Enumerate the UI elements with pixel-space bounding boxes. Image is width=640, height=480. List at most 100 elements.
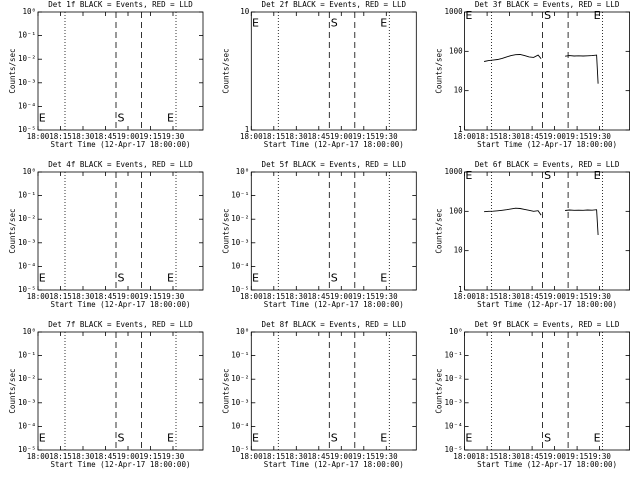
x-tick-label: 19:00 (117, 452, 140, 461)
y-axis-label: Counts/sec (435, 368, 444, 413)
y-tick-label: 10⁰ (449, 327, 463, 336)
annotation: E (465, 9, 472, 22)
panel-title: Det 3f BLACK = Events, RED = LLD (475, 0, 620, 9)
x-tick-label: 18:00 (240, 452, 263, 461)
y-tick-label: 10⁻² (18, 214, 36, 223)
y-tick-label: 10⁻⁴ (231, 261, 249, 270)
x-tick-label: 18:00 (27, 452, 50, 461)
y-axis-label: Counts/sec (221, 368, 230, 413)
x-tick-label: 19:00 (330, 452, 353, 461)
x-tick-label: 19:30 (375, 132, 398, 141)
x-tick-label: 18:45 (308, 132, 331, 141)
y-axis-label: Counts/sec (435, 208, 444, 253)
x-tick-label: 19:30 (588, 292, 611, 301)
y-tick-label: 1000 (445, 167, 464, 176)
y-tick-label: 10⁻⁴ (18, 101, 36, 110)
x-tick-label: 18:15 (476, 132, 499, 141)
y-tick-label: 10⁻¹ (231, 191, 249, 200)
plot-frame (250, 171, 417, 291)
panel: Det 5f BLACK = Events, RED = LLD 18:00 18:… (221, 160, 417, 309)
panel-title: Det 4f BLACK = Events, RED = LLD (48, 160, 193, 169)
x-tick-label: 19:00 (330, 292, 353, 301)
y-axis-label: Counts/sec (221, 208, 230, 253)
x-tick-label: 18:00 (453, 452, 476, 461)
x-tick-label: 18:45 (94, 292, 117, 301)
y-tick-label: 10⁰ (22, 327, 36, 336)
x-tick-label: 18:45 (308, 452, 331, 461)
x-tick-label: 19:15 (353, 292, 376, 301)
y-tick-label: 10⁻⁵ (18, 125, 36, 134)
y-tick-label: 10⁻⁵ (18, 445, 36, 454)
annotation: E (465, 169, 472, 182)
x-axis-label: Start Time (12-Apr-17 18:00:00) (51, 460, 191, 469)
series-line (484, 207, 599, 236)
x-axis-label: Start Time (12-Apr-17 18:00:00) (264, 460, 404, 469)
y-tick-label: 10⁰ (236, 167, 250, 176)
annotation: E (39, 272, 46, 285)
annotation: E (252, 432, 259, 445)
y-tick-label: 10⁻³ (18, 78, 36, 87)
y-tick-label: 10⁻² (231, 374, 249, 383)
y-tick-label: 10⁰ (236, 327, 250, 336)
y-tick-label: 10⁻¹ (18, 351, 36, 360)
x-tick-label: 18:30 (498, 132, 521, 141)
y-tick-label: 1000 (445, 7, 464, 16)
y-tick-label: 10⁰ (22, 167, 36, 176)
x-tick-label: 19:15 (139, 132, 162, 141)
x-tick-label: 18:15 (263, 292, 286, 301)
y-tick-label: 10⁻³ (18, 238, 36, 247)
x-tick-label: 19:30 (162, 292, 185, 301)
y-tick-label: 10⁻³ (231, 398, 249, 407)
y-axis-label: Counts/sec (435, 48, 444, 93)
annotation: S (544, 169, 551, 182)
plot-frame (250, 11, 417, 131)
x-tick-label: 18:15 (476, 292, 499, 301)
x-tick-label: 19:00 (330, 132, 353, 141)
panel-title: Det 2f BLACK = Events, RED = LLD (262, 0, 407, 9)
annotation: S (544, 432, 551, 445)
annotation: E (39, 112, 46, 125)
x-tick-label: 18:00 (240, 292, 263, 301)
x-tick-label: 18:30 (498, 452, 521, 461)
plot-frame (464, 11, 631, 131)
y-axis-label: Counts/sec (8, 48, 17, 93)
annotation: E (252, 272, 259, 285)
y-tick-label: 10⁻³ (445, 398, 463, 407)
x-tick-label: 19:15 (139, 292, 162, 301)
y-tick-label: 10⁻⁵ (445, 445, 463, 454)
x-tick-label: 18:15 (49, 452, 72, 461)
y-tick-label: 100 (449, 206, 463, 215)
x-tick-label: 19:30 (375, 452, 398, 461)
x-axis-label: Start Time (12-Apr-17 18:00:00) (477, 460, 617, 469)
plot-frame (37, 11, 204, 131)
x-tick-label: 18:30 (498, 292, 521, 301)
x-tick-label: 18:30 (285, 132, 308, 141)
y-axis-label: Counts/sec (221, 48, 230, 93)
annotation: E (167, 112, 174, 125)
plot-frame (464, 331, 631, 451)
y-tick-label: 10⁻¹ (18, 191, 36, 200)
panel-title: Det 8f BLACK = Events, RED = LLD (262, 320, 407, 329)
annotation: E (594, 9, 601, 22)
annotation: S (331, 272, 338, 285)
y-tick-label: 10⁻⁵ (18, 285, 36, 294)
y-tick-label: 10⁻⁴ (231, 421, 249, 430)
panel-title: Det 5f BLACK = Events, RED = LLD (262, 160, 407, 169)
x-tick-label: 18:30 (285, 452, 308, 461)
x-axis-label: Start Time (12-Apr-17 18:00:00) (264, 300, 404, 309)
x-tick-label: 18:30 (72, 292, 95, 301)
x-tick-label: 19:15 (139, 452, 162, 461)
annotation: E (380, 16, 387, 29)
y-tick-label: 1 (458, 125, 463, 134)
y-tick-label: 1 (245, 125, 250, 134)
y-tick-label: 10 (240, 7, 250, 16)
y-tick-label: 10⁻² (445, 374, 463, 383)
x-axis-label: Start Time (12-Apr-17 18:00:00) (51, 140, 191, 149)
annotation: S (331, 432, 338, 445)
annotation: S (544, 9, 551, 22)
plot-frame (464, 171, 631, 291)
annotation: S (118, 272, 125, 285)
x-tick-label: 19:15 (566, 132, 589, 141)
